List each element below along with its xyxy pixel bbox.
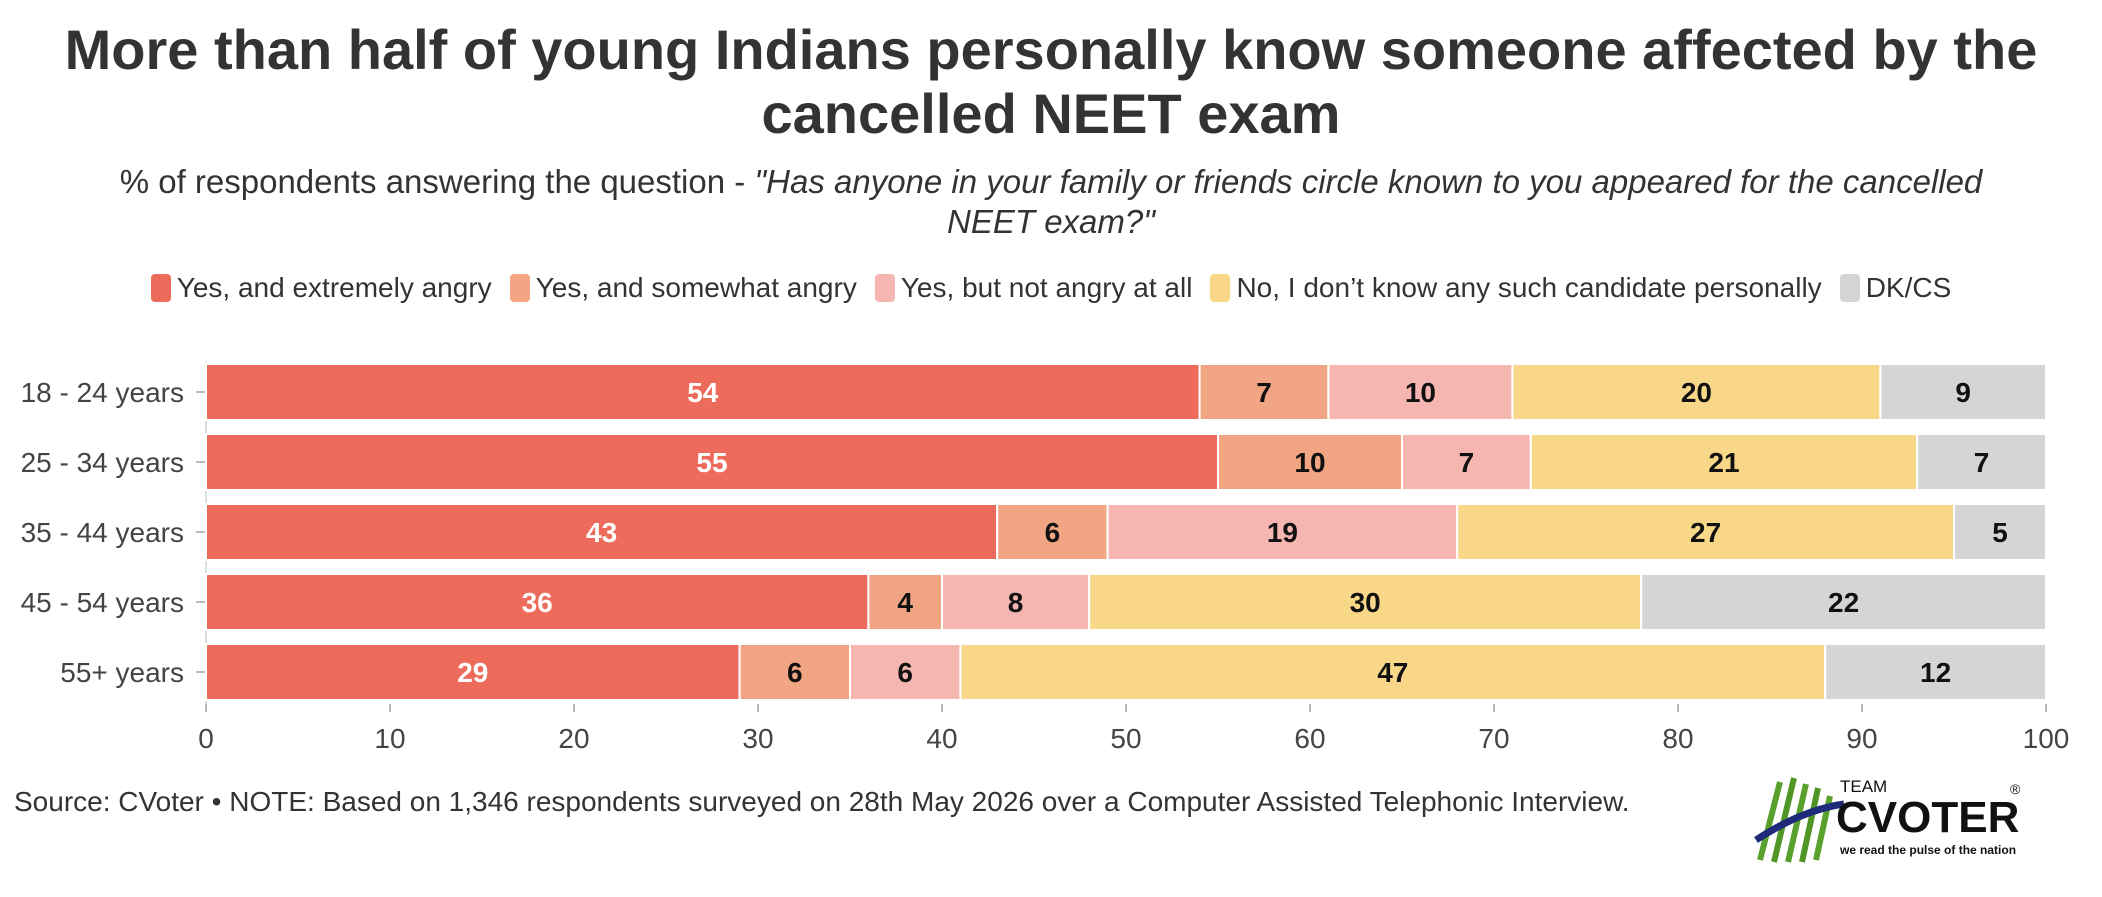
bar-segment <box>205 363 1201 421</box>
chart-title-line2: cancelled NEET exam <box>761 82 1341 145</box>
legend-swatch <box>1839 274 1860 302</box>
bar-segment <box>1511 363 1882 421</box>
data-label: 9 <box>1955 377 1971 408</box>
data-label: 7 <box>1974 447 1990 478</box>
data-label: 22 <box>1828 587 1859 618</box>
bar-segment <box>1640 573 2047 631</box>
x-tick-label: 60 <box>1294 723 1325 754</box>
data-label: 20 <box>1681 377 1712 408</box>
bar-segment <box>1953 503 2047 561</box>
chart-legend: Yes, and extremely angry Yes, and somewha… <box>0 272 2102 304</box>
bar-segment <box>1879 363 2048 421</box>
data-label: 29 <box>457 657 488 688</box>
legend-label: Yes, and extremely angry <box>176 272 492 303</box>
subtitle-prefix: % of respondents answering the question … <box>119 163 755 200</box>
bar-segment <box>1824 643 2047 701</box>
bar-segment <box>1088 573 1643 631</box>
cvoter-logo: TEAM CVOTER ® we read the pulse of the n… <box>1754 777 2021 863</box>
x-tick-label: 30 <box>742 723 773 754</box>
legend-label: Yes, and somewhat angry <box>535 272 857 303</box>
x-tick-label: 50 <box>1110 723 1141 754</box>
stacked-bar-chart: 18 - 24 years 54 7 10 20 925 - 34 years 55 10 7 2… <box>21 362 2070 754</box>
data-label: 6 <box>787 657 803 688</box>
data-label: 6 <box>1045 517 1061 548</box>
bar-segment <box>1916 433 2047 491</box>
category-label: 18 - 24 years <box>21 377 184 408</box>
legend-item: Yes, but not angry at all <box>874 272 1193 304</box>
data-label: 5 <box>1992 517 2008 548</box>
data-label: 19 <box>1267 517 1298 548</box>
bar-segment <box>867 573 944 631</box>
legend-item: Yes, and extremely angry <box>150 272 492 304</box>
category-label: 35 - 44 years <box>21 517 184 548</box>
x-tick-label: 70 <box>1478 723 1509 754</box>
bar-segment <box>849 643 962 701</box>
legend-item: DK/CS <box>1839 272 1952 304</box>
bar-segment <box>1106 503 1459 561</box>
x-tick-label: 80 <box>1662 723 1693 754</box>
data-label: 10 <box>1405 377 1436 408</box>
logo-team-text: TEAM <box>1840 777 1887 796</box>
legend-label: No, I don’t know any such candidate pers… <box>1236 272 1822 303</box>
data-label: 27 <box>1690 517 1721 548</box>
logo-brand-text: CVOTER <box>1836 793 2019 842</box>
legend-swatch <box>150 274 171 302</box>
data-label: 10 <box>1294 447 1325 478</box>
data-label: 21 <box>1708 447 1739 478</box>
bar-segment <box>941 573 1091 631</box>
legend-label: DK/CS <box>1865 272 1952 303</box>
bar-segment <box>1327 363 1514 421</box>
subtitle-question-line2: NEET exam?" <box>947 203 1155 240</box>
bar-segment <box>205 643 741 701</box>
data-label: 4 <box>897 587 913 618</box>
data-label: 55 <box>696 447 727 478</box>
x-tick-label: 40 <box>926 723 957 754</box>
logo-grass-icon <box>1754 777 1845 863</box>
logo-tagline: we read the pulse of the nation <box>1839 843 2016 857</box>
legend-swatch <box>874 274 895 302</box>
category-label: 55+ years <box>60 657 184 688</box>
data-label: 7 <box>1459 447 1475 478</box>
x-tick-label: 20 <box>558 723 589 754</box>
x-tick-label: 100 <box>2023 723 2070 754</box>
subtitle-question-line1: "Has anyone in your family or friends ci… <box>754 163 1983 200</box>
chart-title: More than half of young Indians personal… <box>0 18 2102 146</box>
data-label: 8 <box>1008 587 1024 618</box>
bar-segment <box>1456 503 1955 561</box>
data-label: 47 <box>1377 657 1408 688</box>
data-label: 6 <box>897 657 913 688</box>
bar-segment <box>205 433 1219 491</box>
legend-swatch <box>509 274 530 302</box>
bar-segment <box>959 643 1827 701</box>
x-tick-label: 90 <box>1846 723 1877 754</box>
source-note: Source: CVoter • NOTE: Based on 1,346 re… <box>14 786 1630 817</box>
x-tick-label: 10 <box>374 723 405 754</box>
legend-label: Yes, but not angry at all <box>900 272 1193 303</box>
logo-registered-mark: ® <box>2010 781 2021 797</box>
chart-subtitle: % of respondents answering the question … <box>0 162 2102 242</box>
category-label: 45 - 54 years <box>21 587 184 618</box>
bar-segment <box>738 643 851 701</box>
category-label: 25 - 34 years <box>21 447 184 478</box>
bar-segment <box>1401 433 1532 491</box>
legend-item: No, I don’t know any such candidate pers… <box>1210 272 1822 304</box>
data-label: 12 <box>1920 657 1951 688</box>
bar-segment <box>205 503 999 561</box>
data-label: 30 <box>1350 587 1381 618</box>
data-label: 36 <box>522 587 553 618</box>
bar-segment <box>1198 363 1330 421</box>
chart-title-line1: More than half of young Indians personal… <box>64 18 2038 81</box>
data-label: 54 <box>687 377 719 408</box>
data-label: 7 <box>1256 377 1272 408</box>
data-label: 43 <box>586 517 617 548</box>
bar-segment <box>1217 433 1403 491</box>
x-tick-label: 0 <box>198 723 214 754</box>
legend-item: Yes, and somewhat angry <box>509 272 857 304</box>
bar-segment <box>1529 433 1919 491</box>
legend-swatch <box>1210 274 1231 302</box>
